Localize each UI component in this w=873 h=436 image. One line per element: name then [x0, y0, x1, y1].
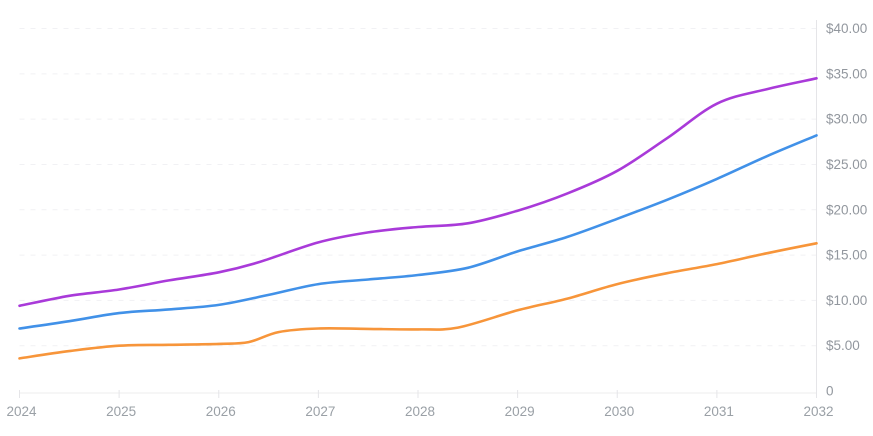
y-axis-label: $5.00: [826, 338, 860, 353]
x-axis-label: 2032: [803, 404, 833, 419]
x-axis-label: 2024: [6, 404, 37, 419]
x-axis-label: 2030: [604, 404, 634, 419]
x-axis-label: 2027: [305, 404, 335, 419]
y-axis-label: $15.00: [826, 248, 867, 263]
x-axis-label: 2028: [405, 404, 435, 419]
y-axis-label: $20.00: [826, 202, 867, 217]
y-axis-label: $35.00: [826, 66, 867, 81]
y-axis-label: $30.00: [826, 112, 867, 127]
series-blue-line[interactable]: [18, 134, 818, 330]
y-axis-label: $10.00: [826, 293, 867, 308]
x-axis-label: 2025: [106, 404, 136, 419]
y-axis-label: $40.00: [826, 21, 867, 36]
x-axis-label: 2029: [505, 404, 535, 419]
series-purple-line[interactable]: [18, 77, 818, 308]
series-orange-line[interactable]: [18, 242, 818, 360]
y-axis-label: 0: [826, 384, 834, 399]
y-axis-label: $25.00: [826, 157, 867, 172]
x-axis-label: 2026: [206, 404, 236, 419]
x-axis-label: 2031: [704, 404, 734, 419]
